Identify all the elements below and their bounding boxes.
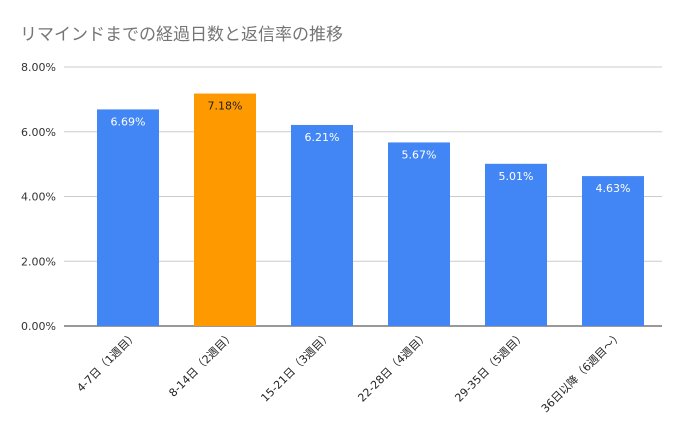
x-tick-label: 15-21日（3週目） [258,329,334,405]
x-tick-label: 29-35日（5週目） [452,329,528,405]
data-label: 6.21% [305,131,340,144]
x-tick-label: 36日以降（6週目～） [538,328,625,415]
y-tick-label: 6.00% [21,126,56,139]
bar[interactable] [582,176,644,326]
x-tick-label: 8-14日（2週目） [166,329,237,400]
x-tick-label: 4-7日（1週目） [74,329,140,395]
chart-title: リマインドまでの経過日数と返信率の推移 [20,25,343,45]
y-tick-label: 8.00% [21,61,56,74]
bar[interactable] [388,142,450,326]
data-label: 4.63% [596,182,631,195]
data-label: 5.01% [499,170,534,183]
data-label: 6.69% [111,115,146,128]
x-tick-label: 22-28日（4週目） [355,329,431,405]
y-tick-label: 2.00% [21,255,56,268]
bar[interactable] [485,163,547,326]
data-label: 7.18% [208,100,243,113]
y-tick-label: 4.00% [21,191,56,204]
y-tick-label: 0.00% [21,320,56,333]
bar[interactable] [97,109,159,326]
data-label: 5.67% [402,148,437,161]
bar[interactable] [194,93,256,326]
bar[interactable] [291,124,353,326]
